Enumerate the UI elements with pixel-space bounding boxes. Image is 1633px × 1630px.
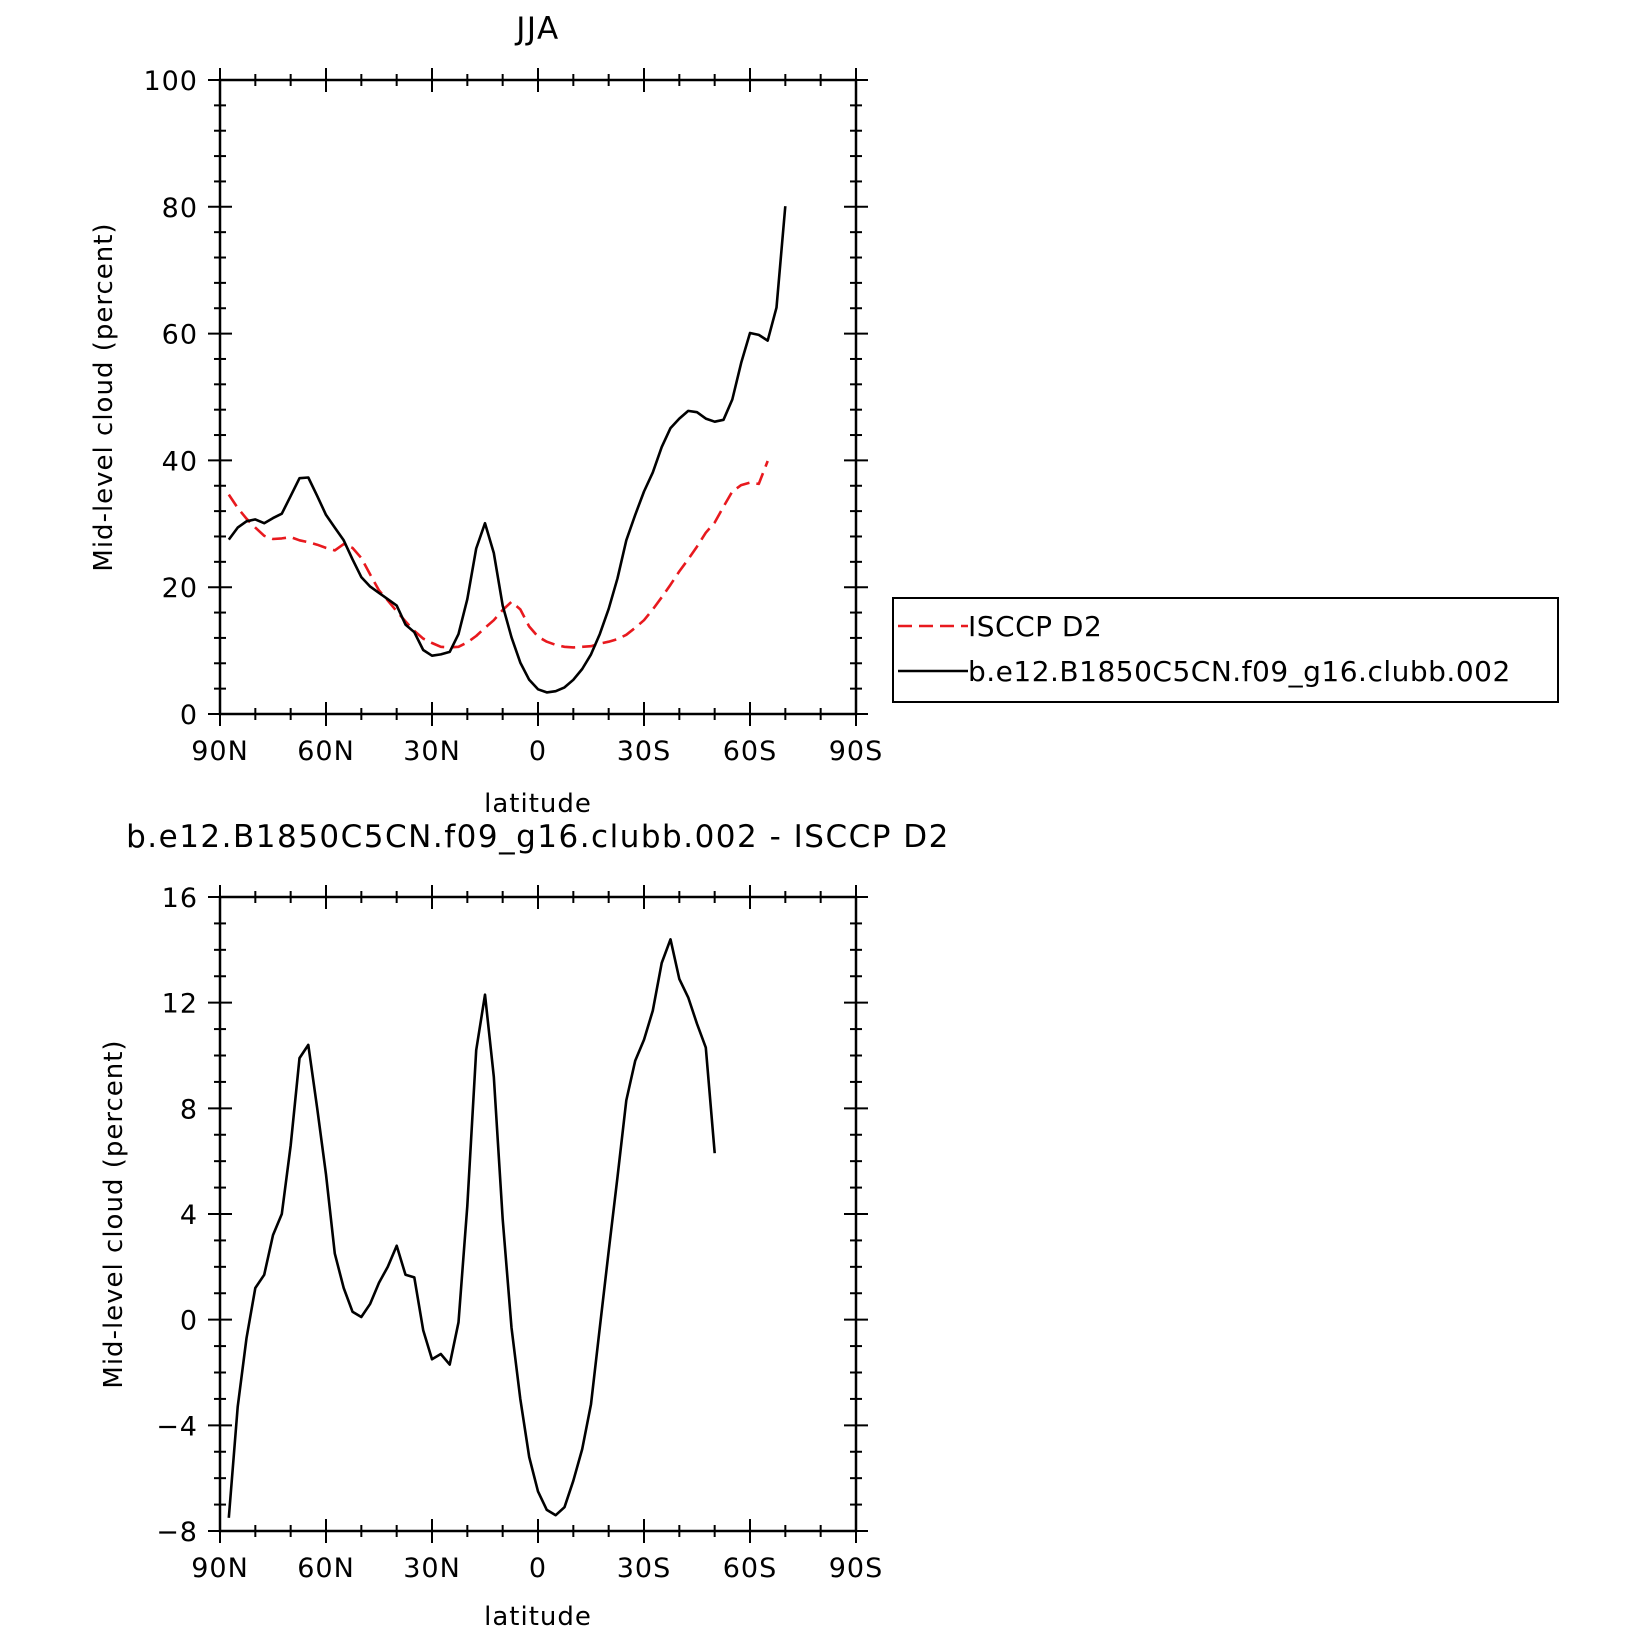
bottom-x-tick-label: 30S	[617, 1553, 672, 1584]
bottom-panel: b.e12.B1850C5CN.f09_g16.clubb.002 - ISCC…	[99, 819, 950, 1630]
bottom-series-layer	[227, 938, 716, 1518]
top-series-line-1	[227, 206, 787, 694]
top-series-line-0	[227, 460, 769, 649]
top-x-axis-title: latitude	[484, 789, 592, 819]
legend-box	[892, 597, 1559, 703]
bottom-y-tick-label: 0	[180, 1306, 198, 1337]
legend: ISCCP D2 b.e12.B1850C5CN.f09_g16.clubb.0…	[892, 597, 1559, 703]
bottom-y-tick-label: 8	[180, 1094, 198, 1125]
legend-label-isccp: ISCCP D2	[968, 610, 1102, 643]
top-y-tick-label: 60	[162, 320, 198, 351]
top-y-tick-label: 0	[180, 700, 198, 731]
top-x-tick-label: 90N	[191, 736, 249, 767]
bottom-x-tick-label: 90N	[191, 1553, 249, 1584]
bottom-y-tick-label: 4	[180, 1200, 198, 1231]
bottom-x-tick-label: 30N	[403, 1553, 461, 1584]
bottom-x-tick-label: 60N	[297, 1553, 355, 1584]
top-y-tick-label: 100	[143, 66, 198, 97]
top-chart-title: JJA	[514, 11, 559, 47]
top-y-axis-title: Mid-level cloud (percent)	[89, 222, 119, 571]
top-x-tick-label: 30N	[403, 736, 461, 767]
bottom-x-tick-label: 90S	[829, 1553, 884, 1584]
bottom-series-line-0	[227, 938, 716, 1518]
bottom-ticks-layer: 90N 60N 30N 0 30S 60S 90S −8 −4 0 4 8 12 16	[156, 883, 884, 1584]
bottom-x-tick-label: 0	[529, 1553, 547, 1584]
top-x-tick-label: 60S	[723, 736, 778, 767]
bottom-plot-frame	[218, 895, 858, 1533]
legend-label-model: b.e12.B1850C5CN.f09_g16.clubb.002	[968, 655, 1511, 688]
bottom-y-axis-title: Mid-level cloud (percent)	[99, 1039, 129, 1388]
top-panel: JJA 90N 60N 30N 0 30S 60S 90S 0 20 40 60 80 100 lati…	[89, 11, 1559, 819]
top-x-tick-label: 60N	[297, 736, 355, 767]
top-x-tick-label: 90S	[829, 736, 884, 767]
top-x-tick-label: 0	[529, 736, 547, 767]
bottom-y-tick-label: 12	[162, 989, 198, 1020]
bottom-x-tick-label: 60S	[723, 1553, 778, 1584]
bottom-chart-title: b.e12.B1850C5CN.f09_g16.clubb.002 - ISCC…	[126, 819, 950, 855]
bottom-y-tick-label: 16	[162, 883, 198, 914]
top-y-tick-label: 80	[162, 193, 198, 224]
top-ticks-layer: 90N 60N 30N 0 30S 60S 90S 0 20 40 60 80 100	[143, 66, 884, 767]
bottom-y-tick-label: −4	[156, 1411, 198, 1442]
bottom-x-axis-title: latitude	[484, 1602, 592, 1630]
top-y-tick-label: 40	[162, 446, 198, 477]
top-series-layer	[227, 206, 787, 694]
top-plot-frame	[218, 78, 858, 716]
top-y-tick-label: 20	[162, 573, 198, 604]
bottom-y-tick-label: −8	[156, 1517, 198, 1548]
top-x-tick-label: 30S	[617, 736, 672, 767]
